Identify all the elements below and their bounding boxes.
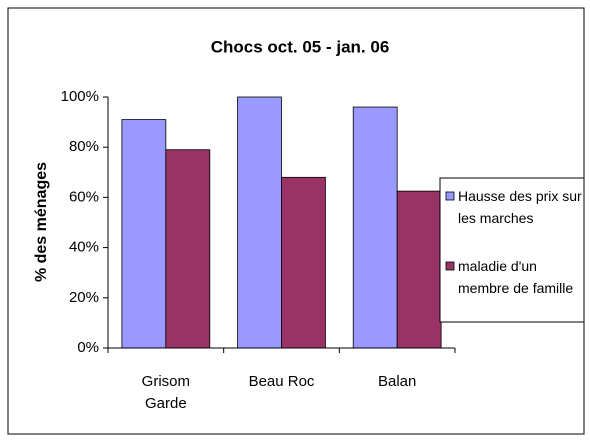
legend-swatch xyxy=(445,261,455,271)
x-tick-label: Beau Roc xyxy=(248,373,315,390)
bar xyxy=(121,119,167,349)
y-tick-label: 60% xyxy=(69,188,99,205)
y-axis-label: % des ménages xyxy=(33,162,50,282)
legend-label: Hausse des prix sur les marches xyxy=(458,188,582,226)
bar xyxy=(165,149,211,349)
y-tick-label: 20% xyxy=(69,289,99,306)
y-tick-label: 100% xyxy=(61,88,99,105)
bar xyxy=(237,96,282,349)
y-tick-label: 0% xyxy=(77,339,99,356)
legend-swatch xyxy=(445,191,455,201)
x-tick-label: Balan xyxy=(377,373,417,390)
y-tick-label: 80% xyxy=(69,138,99,155)
bar xyxy=(352,106,398,349)
bar xyxy=(281,176,326,349)
legend-label: maladie d'un membre de famille xyxy=(458,258,574,296)
x-tick-label: Grisom Garde xyxy=(141,373,190,412)
legend-box xyxy=(439,177,585,323)
y-tick-label: 40% xyxy=(69,239,99,256)
chart-title: Chocs oct. 05 - jan. 06 xyxy=(211,37,390,56)
bar xyxy=(396,190,442,349)
